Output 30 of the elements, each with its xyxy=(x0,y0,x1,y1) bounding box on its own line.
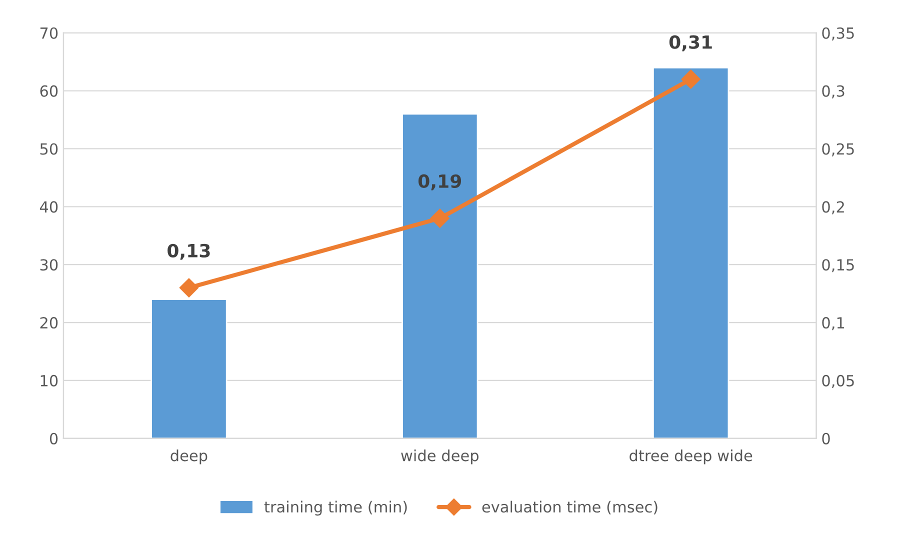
x-tick-label: wide deep xyxy=(401,450,478,464)
data-label: 0,13 xyxy=(168,244,210,260)
point xyxy=(179,278,198,298)
y-tick-label: 10 xyxy=(40,374,58,386)
x-tick-label: dtree deep wide xyxy=(630,450,752,464)
y-tick-label: 0 xyxy=(50,432,58,444)
x-tick-label: deep xyxy=(170,450,208,464)
y-tick-label: 50 xyxy=(40,143,58,155)
y-tick-label: 30 xyxy=(40,259,58,271)
y2-tick-label: 0,25 xyxy=(822,143,854,156)
bar xyxy=(652,66,730,438)
y-tick-label: 70 xyxy=(40,27,58,39)
data-label: 0,19 xyxy=(418,174,462,190)
bar xyxy=(402,113,478,438)
y2-tick-label: 0,35 xyxy=(822,27,854,40)
data-label: 0,31 xyxy=(669,35,712,52)
legend-label: evaluation time (msec) xyxy=(482,500,658,514)
y2-tick-label: 0,2 xyxy=(822,201,844,214)
y-tick-label: 20 xyxy=(40,317,58,329)
y2-tick-label: 0,15 xyxy=(822,259,854,272)
point xyxy=(681,70,700,89)
y2-tick-label: 0,3 xyxy=(822,85,844,98)
y-tick-label: 60 xyxy=(40,85,58,97)
y2-tick-label: 0,1 xyxy=(822,317,844,330)
y-tick-label: 40 xyxy=(40,201,58,213)
point xyxy=(430,208,450,228)
legend-label: training time (min) xyxy=(264,500,407,516)
y2-tick-label: 0,05 xyxy=(822,374,854,388)
y2-tick-label: 0 xyxy=(822,432,830,444)
bar xyxy=(150,298,228,438)
